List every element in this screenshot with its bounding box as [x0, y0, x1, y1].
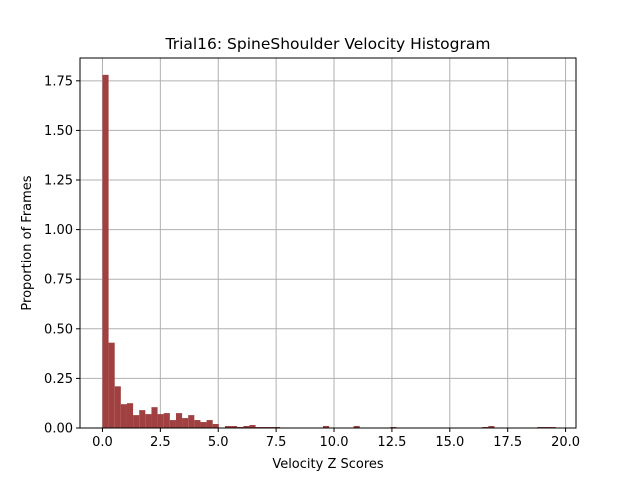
plot-area: [80, 58, 576, 428]
x-tick-label: 7.5: [266, 435, 287, 450]
x-axis-ticks: 0.0 2.5 5.0 7.5 10.0 12.5 15.0 17.5 20.0: [92, 428, 580, 450]
x-tick-label: 15.0: [435, 435, 464, 450]
histogram-bars: [102, 74, 556, 428]
x-tick-label: 10.0: [320, 435, 349, 450]
histogram-bar: [175, 413, 183, 428]
y-tick-label: 0.50: [44, 322, 73, 337]
histogram-bar: [206, 420, 213, 428]
histogram-bar: [108, 342, 115, 428]
axes-frame: [79, 57, 577, 429]
x-tick-label: 0.0: [92, 435, 113, 450]
histogram-bar: [488, 426, 495, 428]
x-tick-label: 2.5: [150, 435, 171, 450]
y-tick-label: 0.00: [44, 422, 73, 437]
y-axis-label: Proportion of Frames: [20, 175, 35, 310]
histogram-bar: [151, 407, 158, 428]
histogram-bar: [157, 414, 164, 428]
histogram-bar: [322, 426, 330, 428]
histogram-bar: [224, 426, 232, 428]
y-tick-label: 1.00: [44, 223, 73, 238]
histogram-bar: [145, 414, 152, 428]
histogram-bar: [133, 415, 140, 428]
histogram-bar: [169, 420, 176, 428]
y-tick-label: 0.25: [44, 372, 73, 387]
histogram-bar: [188, 415, 195, 428]
histogram-bar: [139, 410, 146, 428]
y-axis-ticks: 0.00 0.25 0.50 0.75 1.00 1.25 1.50 1.75: [44, 74, 80, 437]
x-tick-label: 17.5: [493, 435, 522, 450]
histogram-bar: [200, 422, 207, 428]
y-tick-label: 0.75: [44, 273, 73, 288]
histogram-bar: [182, 418, 189, 428]
histogram-bar: [102, 74, 109, 428]
histogram-bar: [212, 424, 219, 428]
histogram-bar: [231, 426, 238, 428]
histogram-bar: [114, 386, 121, 428]
histogram-bar: [163, 413, 170, 428]
x-tick-label: 20.0: [551, 435, 580, 450]
y-tick-label: 1.50: [44, 124, 73, 139]
histogram-bar: [249, 425, 256, 428]
histogram-bar: [194, 420, 201, 428]
y-tick-label: 1.75: [44, 74, 73, 89]
chart-title: Trial16: SpineShoulder Velocity Histogra…: [165, 35, 491, 53]
x-tick-label: 5.0: [208, 435, 229, 450]
histogram-bar: [120, 404, 127, 428]
x-tick-label: 12.5: [377, 435, 406, 450]
histogram-bar: [353, 426, 360, 428]
histogram-bar: [126, 403, 134, 428]
histogram-bar: [243, 426, 250, 428]
y-tick-label: 1.25: [44, 174, 73, 189]
x-axis-label: Velocity Z Scores: [272, 457, 384, 472]
